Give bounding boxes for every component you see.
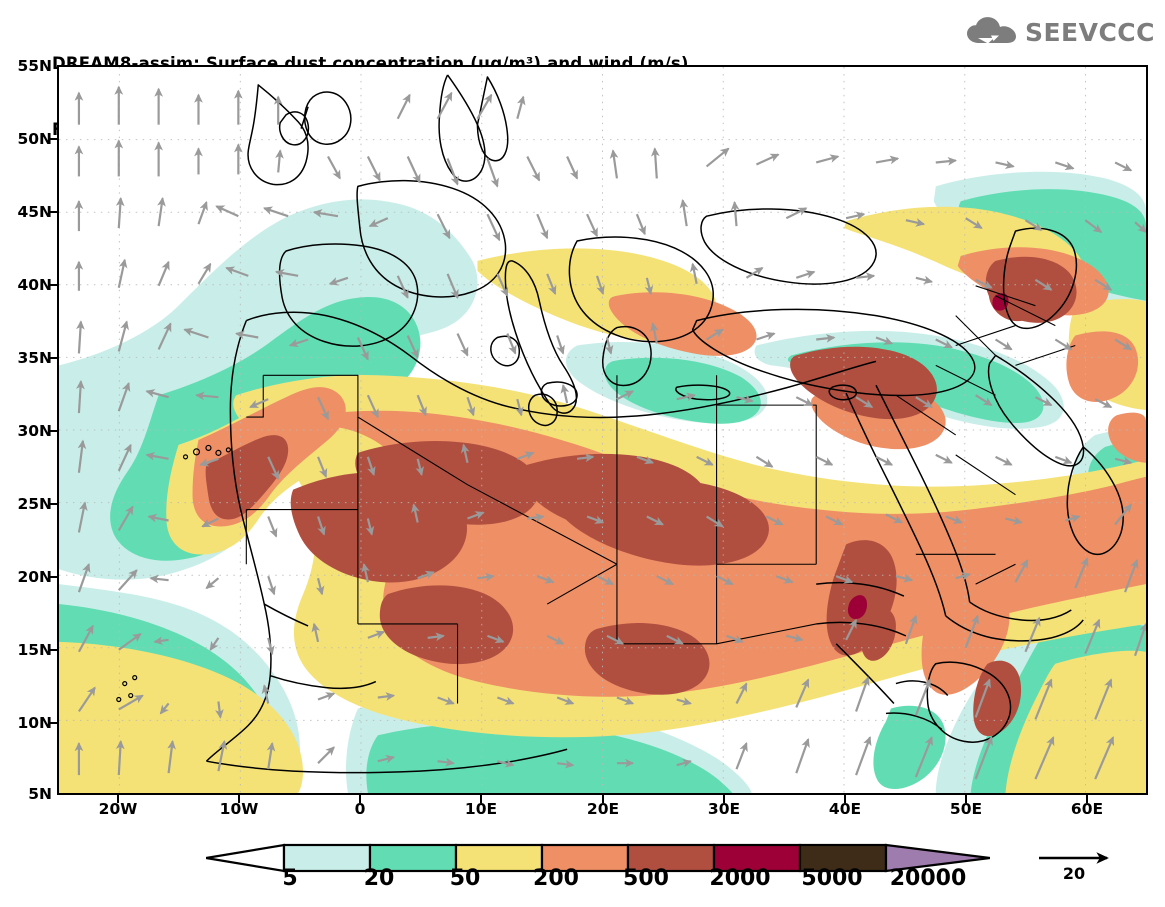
ytick-mark <box>48 649 57 651</box>
seevccc-logo: SEEVCCC <box>966 14 1155 50</box>
xtick-mark <box>480 795 482 803</box>
colorbar-tick-label: 2000 <box>709 866 771 891</box>
wind-vectors <box>74 85 1146 780</box>
xtick-label: 20E <box>586 800 620 818</box>
colorbar[interactable] <box>206 843 990 873</box>
xtick-mark <box>844 795 846 803</box>
xtick-label: 30E <box>707 800 741 818</box>
ytick-label: 45N <box>17 203 52 221</box>
xtick-mark <box>238 795 240 803</box>
ytick-label: 5N <box>28 785 52 803</box>
colorbar-tick-label: 50 <box>449 866 481 891</box>
ytick-label: 30N <box>17 422 52 440</box>
xtick-label: 10W <box>219 800 259 818</box>
xtick-label: 20W <box>98 800 138 818</box>
colorbar-labels: 5 20 50 200 500 2000 5000 20000 <box>206 866 990 898</box>
colorbar-segment-5 <box>282 843 372 873</box>
ytick-label: 35N <box>17 349 52 367</box>
xtick-mark <box>965 795 967 803</box>
xtick-label: 60E <box>1070 800 1104 818</box>
ytick-label: 15N <box>17 641 52 659</box>
xtick-mark <box>359 795 361 803</box>
grid-lines <box>59 67 1146 793</box>
ytick-label: 20N <box>17 568 52 586</box>
xtick-label: 40E <box>828 800 862 818</box>
ytick-label: 40N <box>17 276 52 294</box>
wind-reference-arrow-icon <box>1039 852 1109 864</box>
xtick-mark <box>723 795 725 803</box>
map-plot-area[interactable] <box>57 65 1148 795</box>
ytick-mark <box>48 211 57 213</box>
colorbar-tick-label: 5000 <box>801 866 863 891</box>
logo-text: SEEVCCC <box>1024 17 1155 47</box>
ytick-mark <box>48 284 57 286</box>
colorbar-tick-label: 500 <box>623 866 669 891</box>
xtick-label: 50E <box>949 800 983 818</box>
xtick-mark <box>602 795 604 803</box>
colorbar-tick-label: 5 <box>282 866 298 891</box>
ytick-mark <box>48 576 57 578</box>
colorbar-segment-5000 <box>798 843 888 873</box>
dust-concentration-map <box>59 67 1146 793</box>
xtick-label: 10E <box>464 800 498 818</box>
ytick-label: 50N <box>17 130 52 148</box>
colorbar-tick-label: 20 <box>363 866 395 891</box>
cloud-icon <box>966 17 1016 44</box>
colorbar-svg <box>206 843 990 873</box>
ytick-label: 25N <box>17 495 52 513</box>
xtick-mark <box>1086 795 1088 803</box>
colorbar-tick-label: 20000 <box>889 866 967 891</box>
ytick-mark <box>48 503 57 505</box>
wind-reference-label: 20 <box>1062 864 1086 883</box>
xtick-mark <box>117 795 119 803</box>
wind-reference-vector: 20 <box>1035 848 1135 890</box>
ytick-mark <box>48 430 57 432</box>
colorbar-segment-500 <box>626 843 716 873</box>
coastlines-and-borders <box>116 74 1124 774</box>
ytick-label: 10N <box>17 714 52 732</box>
colorbar-tick-label: 200 <box>533 866 579 891</box>
ytick-mark <box>48 357 57 359</box>
xtick-label: 0 <box>354 800 366 818</box>
header: DREAM8-assim: Surface dust concentration… <box>0 0 1165 139</box>
ytick-mark <box>48 722 57 724</box>
colorbar-over-segment <box>884 843 990 873</box>
